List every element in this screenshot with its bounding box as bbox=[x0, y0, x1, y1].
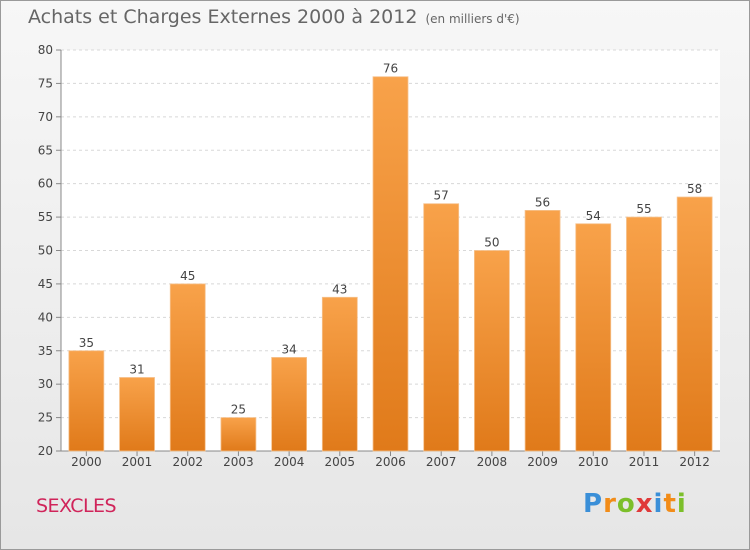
logo-letter: P bbox=[583, 489, 604, 519]
x-tick-label-2005: 2005 bbox=[325, 455, 356, 469]
y-tick-label: 65 bbox=[38, 143, 53, 157]
logo-letter: r bbox=[603, 489, 617, 519]
y-tick-label: 40 bbox=[38, 310, 53, 324]
data-label-2001: 31 bbox=[129, 362, 144, 376]
proxiti-logo: Proxiti bbox=[583, 489, 687, 519]
town-name: SEXCLES bbox=[36, 495, 117, 517]
bar-2011 bbox=[626, 216, 662, 452]
y-tick-label: 35 bbox=[38, 344, 53, 358]
y-tick-label: 55 bbox=[38, 210, 53, 224]
data-label-2006: 76 bbox=[383, 62, 398, 76]
data-label-2004: 34 bbox=[281, 342, 296, 356]
data-label-2000: 35 bbox=[79, 336, 94, 350]
bar-2009 bbox=[524, 209, 561, 452]
logo-letter: t bbox=[663, 489, 677, 519]
bar-2001 bbox=[119, 377, 155, 452]
data-label-2007: 57 bbox=[434, 189, 449, 203]
data-label-2012: 58 bbox=[687, 182, 702, 196]
x-tick-label-2007: 2007 bbox=[426, 455, 457, 469]
data-label-2009: 56 bbox=[535, 195, 550, 209]
chart-title-text: Achats et Charges Externes 2000 à 2012 bbox=[28, 6, 418, 28]
chart-title: Achats et Charges Externes 2000 à 2012 (e… bbox=[28, 6, 520, 28]
data-label-2002: 45 bbox=[180, 269, 195, 283]
x-tick-label-2002: 2002 bbox=[172, 455, 203, 469]
y-tick-label: 50 bbox=[38, 244, 53, 258]
bar-2008 bbox=[473, 250, 510, 452]
x-tick-label-2003: 2003 bbox=[223, 455, 254, 469]
y-tick-label: 80 bbox=[38, 43, 53, 57]
bar-2005 bbox=[321, 296, 358, 452]
logo-letter: i bbox=[653, 489, 664, 519]
data-label-2008: 50 bbox=[484, 236, 499, 250]
bar-2006 bbox=[372, 76, 409, 452]
bar-2007 bbox=[423, 203, 460, 452]
bar-2012 bbox=[676, 196, 713, 452]
y-tick-label: 45 bbox=[38, 277, 53, 291]
data-label-2011: 55 bbox=[636, 202, 651, 216]
x-tick-label-2004: 2004 bbox=[274, 455, 305, 469]
bar-2004 bbox=[271, 357, 308, 452]
y-tick-label: 25 bbox=[38, 411, 53, 425]
y-tick-label: 20 bbox=[38, 444, 53, 458]
bar-2002 bbox=[169, 283, 206, 452]
bar-2003 bbox=[220, 417, 257, 452]
unit-note: (en milliers d'€) bbox=[425, 12, 520, 26]
y-tick-label: 60 bbox=[38, 177, 53, 191]
x-tick-label-2010: 2010 bbox=[578, 455, 609, 469]
labels: 20 25 30 35 40 45 50 55 60 65 70 75 80 35 2000 31 2001 45… bbox=[38, 43, 710, 469]
logo-letter: o bbox=[616, 489, 636, 519]
x-tick-label-2012: 2012 bbox=[679, 455, 710, 469]
logo-letter: x bbox=[635, 489, 654, 519]
bars bbox=[68, 76, 713, 452]
y-tick-label: 70 bbox=[38, 110, 53, 124]
y-tick-label: 75 bbox=[38, 76, 53, 90]
data-label-2003: 25 bbox=[231, 403, 246, 417]
x-tick-label-2000: 2000 bbox=[71, 455, 102, 469]
bar-2010 bbox=[575, 223, 612, 452]
y-tick-label: 30 bbox=[38, 377, 53, 391]
x-tick-label-2001: 2001 bbox=[122, 455, 153, 469]
data-label-2005: 43 bbox=[332, 282, 347, 296]
x-tick-label-2006: 2006 bbox=[375, 455, 406, 469]
x-tick-label-2011: 2011 bbox=[629, 455, 660, 469]
x-tick-label-2009: 2009 bbox=[527, 455, 558, 469]
data-label-2010: 54 bbox=[586, 209, 601, 223]
bar-2000 bbox=[68, 350, 105, 452]
x-tick-label-2008: 2008 bbox=[477, 455, 508, 469]
logo-letter: i bbox=[676, 489, 687, 519]
